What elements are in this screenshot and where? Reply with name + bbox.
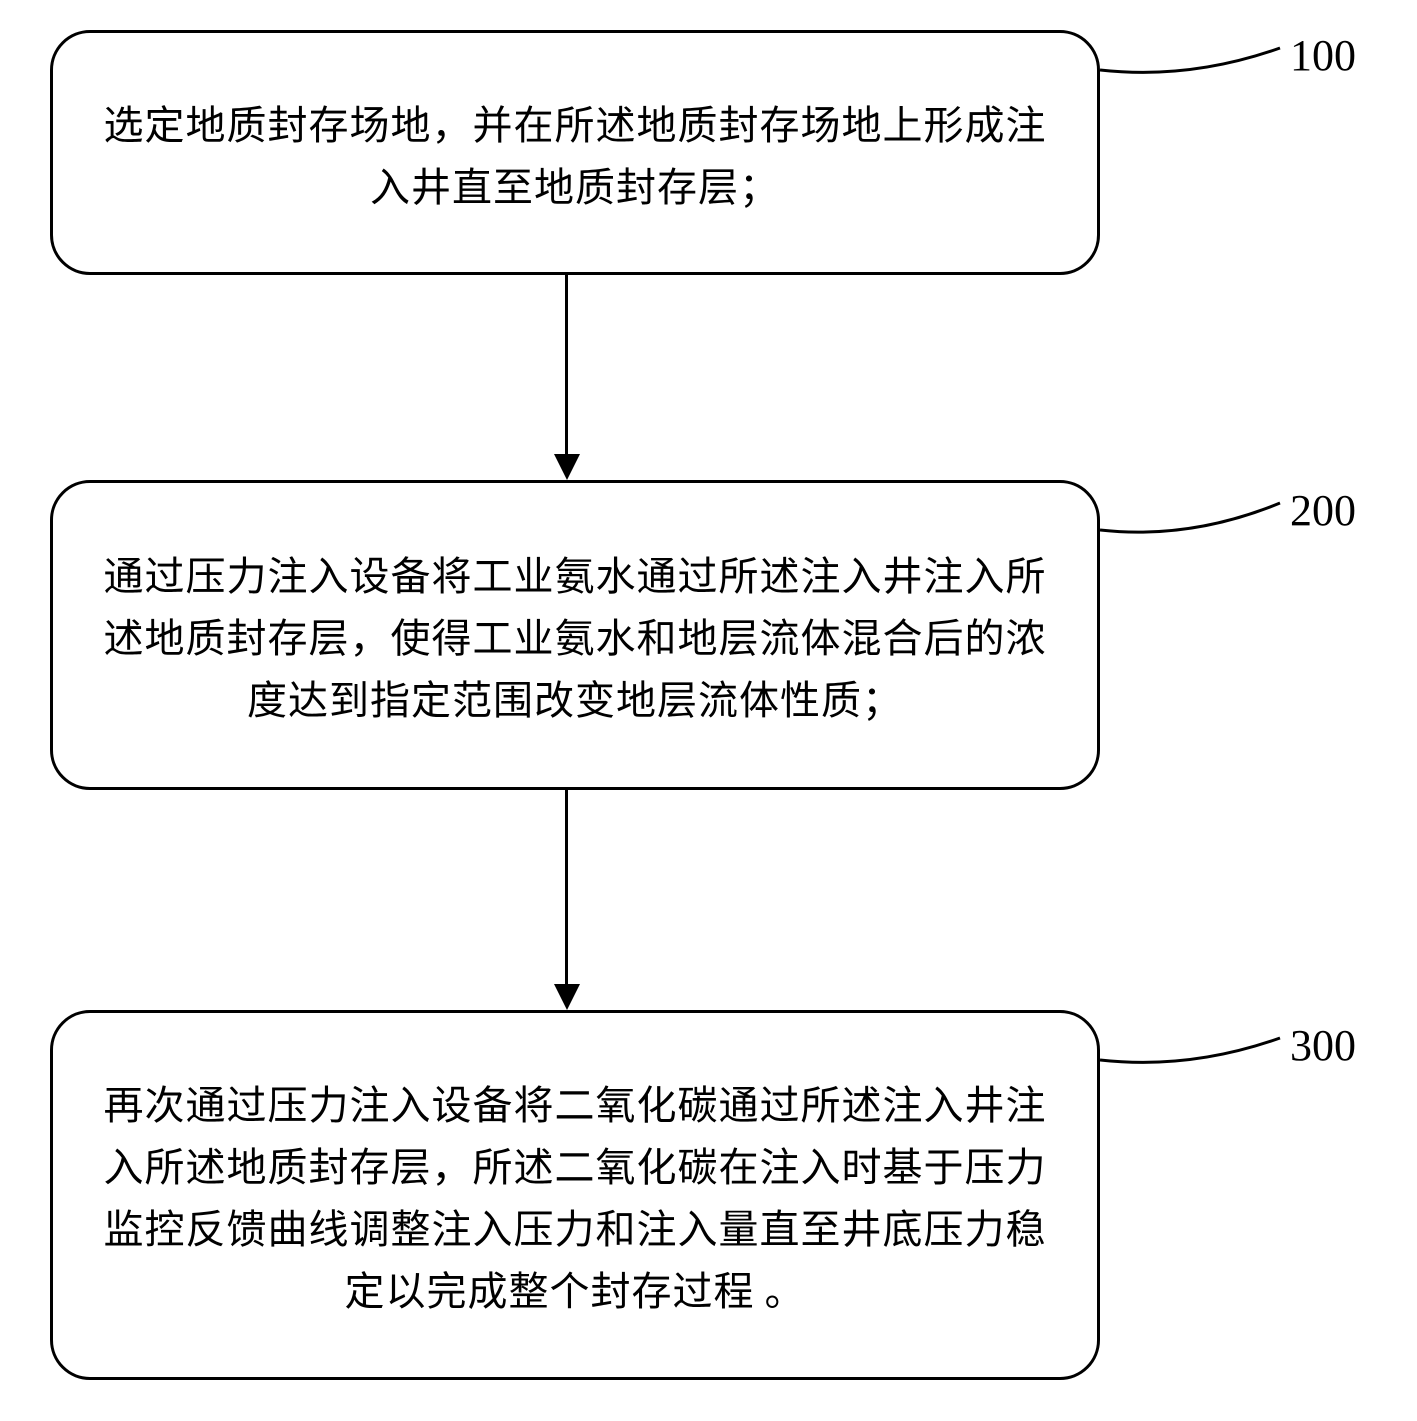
arrow-1-line (565, 275, 568, 455)
flow-label-100: 100 (1290, 30, 1356, 81)
flow-node-100: 选定地质封存场地，并在所述地质封存场地上形成注入井直至地质封存层； (50, 30, 1100, 275)
flow-label-300: 300 (1290, 1020, 1356, 1071)
leader-100 (1100, 40, 1285, 80)
flow-node-300: 再次通过压力注入设备将二氧化碳通过所述注入井注入所述地质封存层，所述二氧化碳在注… (50, 1010, 1100, 1380)
arrow-1-head (554, 454, 580, 480)
flow-node-200: 通过压力注入设备将工业氨水通过所述注入井注入所述地质封存层，使得工业氨水和地层流… (50, 480, 1100, 790)
arrow-2-line (565, 790, 568, 985)
flow-node-200-text: 通过压力注入设备将工业氨水通过所述注入井注入所述地质封存层，使得工业氨水和地层流… (103, 542, 1047, 728)
flow-node-300-text: 再次通过压力注入设备将二氧化碳通过所述注入井注入所述地质封存层，所述二氧化碳在注… (103, 1071, 1047, 1319)
flow-node-100-text: 选定地质封存场地，并在所述地质封存场地上形成注入井直至地质封存层； (103, 91, 1047, 215)
leader-200 (1100, 495, 1285, 540)
flow-label-200: 200 (1290, 485, 1356, 536)
arrow-2-head (554, 984, 580, 1010)
leader-300 (1100, 1030, 1285, 1075)
